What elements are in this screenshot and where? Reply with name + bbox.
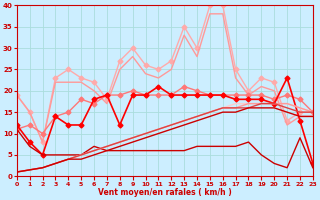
X-axis label: Vent moyen/en rafales ( km/h ): Vent moyen/en rafales ( km/h ) <box>98 188 232 197</box>
